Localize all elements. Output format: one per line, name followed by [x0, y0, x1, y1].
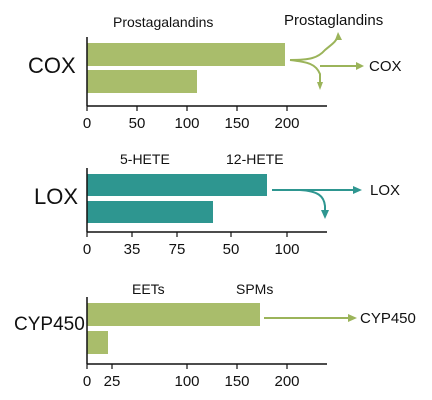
- bar-lox-1: [87, 174, 267, 196]
- branch-arrow-cox: [289, 32, 364, 90]
- bars-lox: [87, 174, 267, 223]
- x-tick-label: 200: [274, 373, 299, 390]
- x-tick-label: 75: [169, 241, 186, 258]
- x-tick-label: 0: [83, 115, 91, 132]
- bar-cox-2: [87, 70, 197, 93]
- bars-cox: [87, 43, 285, 93]
- x-tick-label: 100: [174, 115, 199, 132]
- branch-arrow-lox: [272, 186, 362, 219]
- x-tick-label: 35: [124, 241, 141, 258]
- x-tick-label: 50: [129, 115, 146, 132]
- bar-label-5-hete: 5-HETE: [120, 151, 170, 167]
- bars-cyp450: [87, 303, 260, 354]
- x-tick-label: 25: [104, 373, 121, 390]
- panel-cox: COX Prostagalandins Prostaglandins COX 0…: [28, 12, 402, 132]
- product-label-prostaglandins: Prostaglandins: [284, 12, 383, 29]
- panel-lox: LOX 5-HETE 12-HETE LOX 0 35 75 50 100: [34, 151, 400, 258]
- panel-label-cyp450: CYP450: [14, 314, 85, 335]
- panel-cyp450: CYP450 EETs SPMs CYP450 0 25 100 150 200: [14, 281, 416, 390]
- arrow-cyp450: [264, 314, 357, 322]
- bar-cyp450-2: [87, 331, 108, 354]
- axis-cyp450: 0 25 100 150 200: [83, 297, 327, 390]
- bar-label-12-hete: 12-HETE: [226, 151, 284, 167]
- bar-cyp450-1: [87, 303, 260, 326]
- axis-cox: 0 50 100 150 200: [83, 37, 327, 132]
- target-label-lox: LOX: [370, 182, 400, 199]
- x-tick-label: 50: [223, 241, 240, 258]
- bar-label-eets: EETs: [132, 281, 165, 297]
- x-tick-label: 0: [83, 373, 91, 390]
- panel-label-lox: LOX: [34, 184, 78, 209]
- bar-label-spms: SPMs: [236, 281, 273, 297]
- bar-cox-1: [87, 43, 285, 66]
- x-tick-label: 200: [274, 115, 299, 132]
- panel-label-cox: COX: [28, 53, 76, 78]
- x-tick-label: 100: [274, 241, 299, 258]
- bar-lox-2: [87, 201, 213, 223]
- target-label-cox: COX: [369, 58, 402, 75]
- x-tick-label: 150: [224, 373, 249, 390]
- x-tick-label: 100: [174, 373, 199, 390]
- bar-label-prostagalandins: Prostagalandins: [113, 14, 213, 30]
- axis-lox: 0 35 75 50 100: [83, 168, 327, 258]
- x-tick-label: 0: [83, 241, 91, 258]
- x-tick-label: 150: [224, 115, 249, 132]
- target-label-cyp450: CYP450: [360, 310, 416, 327]
